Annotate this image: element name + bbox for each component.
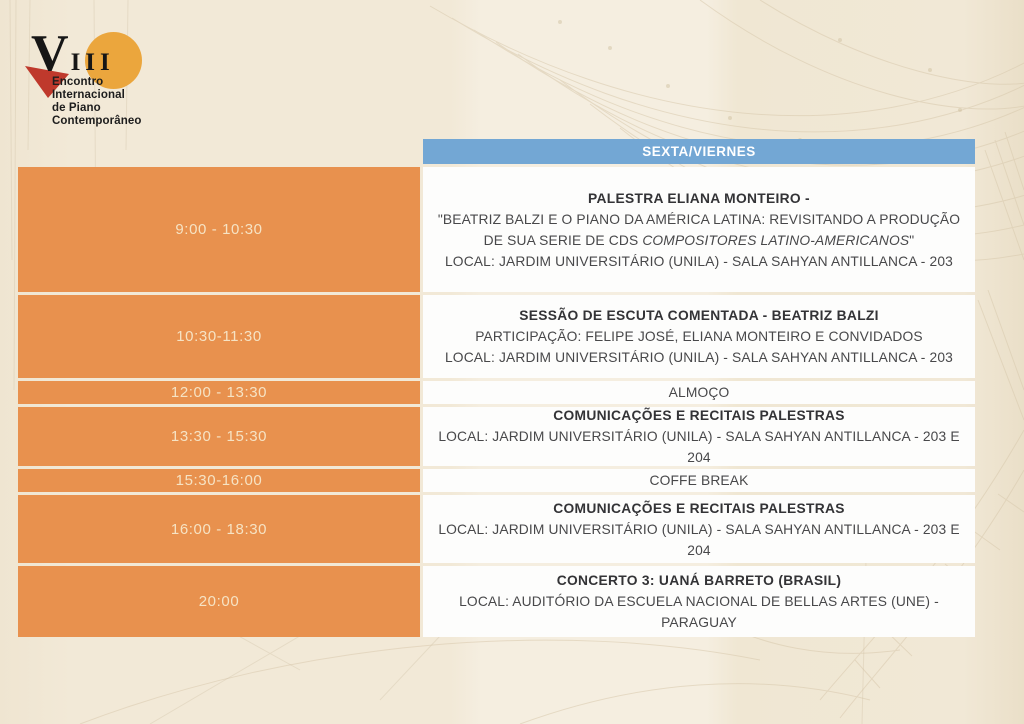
- event-description: "BEATRIZ BALZI E O PIANO DA AMÉRICA LATI…: [437, 209, 961, 251]
- time-cell: 20:00: [18, 566, 420, 637]
- event-description: ALMOÇO: [668, 385, 730, 400]
- event-logo: VIII Encontro Internacional de Piano Con…: [24, 22, 204, 142]
- time-cell: 13:30 - 15:30: [18, 407, 420, 466]
- event-title: PALESTRA ELIANA MONTEIRO -: [588, 190, 810, 206]
- event-title: COMUNICAÇÕES E RECITAIS PALESTRAS: [553, 500, 845, 516]
- time-cell: 16:00 - 18:30: [18, 495, 420, 563]
- time-cell: 12:00 - 13:30: [18, 381, 420, 404]
- time-cell: 9:00 - 10:30: [18, 167, 420, 292]
- logo-title-line: Encontro: [52, 76, 104, 88]
- schedule-row: 15:30-16:00 COFFE BREAK: [18, 469, 975, 492]
- schedule-row: 13:30 - 15:30 COMUNICAÇÕES E RECITAIS PA…: [18, 407, 975, 466]
- event-description: PARTICIPAÇÃO: FELIPE JOSÉ, ELIANA MONTEI…: [475, 329, 923, 344]
- event-cell: PALESTRA ELIANA MONTEIRO - "BEATRIZ BALZ…: [423, 167, 975, 292]
- event-location: LOCAL: JARDIM UNIVERSITÁRIO (UNILA) - SA…: [438, 429, 960, 465]
- event-location: LOCAL: JARDIM UNIVERSITÁRIO (UNILA) - SA…: [438, 521, 960, 558]
- logo-roman-numeral: VIII: [31, 28, 115, 80]
- event-cell: ALMOÇO: [423, 381, 975, 404]
- event-cell: COMUNICAÇÕES E RECITAIS PALESTRAS LOCAL:…: [423, 407, 975, 466]
- logo-title-line: Internacional: [52, 89, 125, 101]
- event-description: COFFE BREAK: [649, 473, 749, 488]
- event-location: LOCAL: AUDITÓRIO DA ESCUELA NACIONAL DE …: [459, 594, 939, 630]
- event-location: LOCAL: JARDIM UNIVERSITÁRIO (UNILA) - SA…: [444, 350, 953, 365]
- schedule-row: 20:00 CONCERTO 3: UANÁ BARRETO (BRASIL) …: [18, 566, 975, 637]
- event-cell: COFFE BREAK: [423, 469, 975, 492]
- logo-title-line: Contemporâneo: [52, 115, 142, 127]
- logo-sun-circle: [85, 32, 142, 89]
- event-cell: CONCERTO 3: UANÁ BARRETO (BRASIL) LOCAL:…: [423, 566, 975, 637]
- quote-close: ": [909, 232, 915, 248]
- schedule-row: 9:00 - 10:30 PALESTRA ELIANA MONTEIRO - …: [18, 167, 975, 292]
- logo-title: Encontro Internacional de Piano Contempo…: [52, 76, 141, 128]
- time-cell: 10:30-11:30: [18, 295, 420, 378]
- logo-title-line: de Piano: [52, 102, 101, 114]
- logo-numeral-v: V: [31, 25, 69, 82]
- event-location: LOCAL: JARDIM UNIVERSITÁRIO (UNILA) - SA…: [444, 253, 953, 269]
- logo-triangle: [25, 66, 69, 98]
- schedule-table: SEXTA/VIERNES 9:00 - 10:30 PALESTRA ELIA…: [18, 139, 975, 637]
- header-row: SEXTA/VIERNES: [18, 139, 975, 164]
- logo-numeral-iii: III: [70, 49, 115, 76]
- event-cell: COMUNICAÇÕES E RECITAIS PALESTRAS LOCAL:…: [423, 495, 975, 563]
- schedule-row: 10:30-11:30 SESSÃO DE ESCUTA COMENTADA -…: [18, 295, 975, 378]
- time-cell: 15:30-16:00: [18, 469, 420, 492]
- schedule-row: 16:00 - 18:30 COMUNICAÇÕES E RECITAIS PA…: [18, 495, 975, 563]
- event-title: COMUNICAÇÕES E RECITAIS PALESTRAS: [553, 408, 845, 423]
- schedule-row: 12:00 - 13:30 ALMOÇO: [18, 381, 975, 404]
- day-header: SEXTA/VIERNES: [423, 139, 975, 164]
- event-title: CONCERTO 3: UANÁ BARRETO (BRASIL): [556, 573, 842, 588]
- event-cell: SESSÃO DE ESCUTA COMENTADA - BEATRIZ BAL…: [423, 295, 975, 378]
- quote-italic-text: COMPOSITORES LATINO-AMERICANOS: [642, 232, 910, 248]
- event-title: SESSÃO DE ESCUTA COMENTADA - BEATRIZ BAL…: [519, 308, 879, 323]
- header-spacer: [18, 139, 420, 164]
